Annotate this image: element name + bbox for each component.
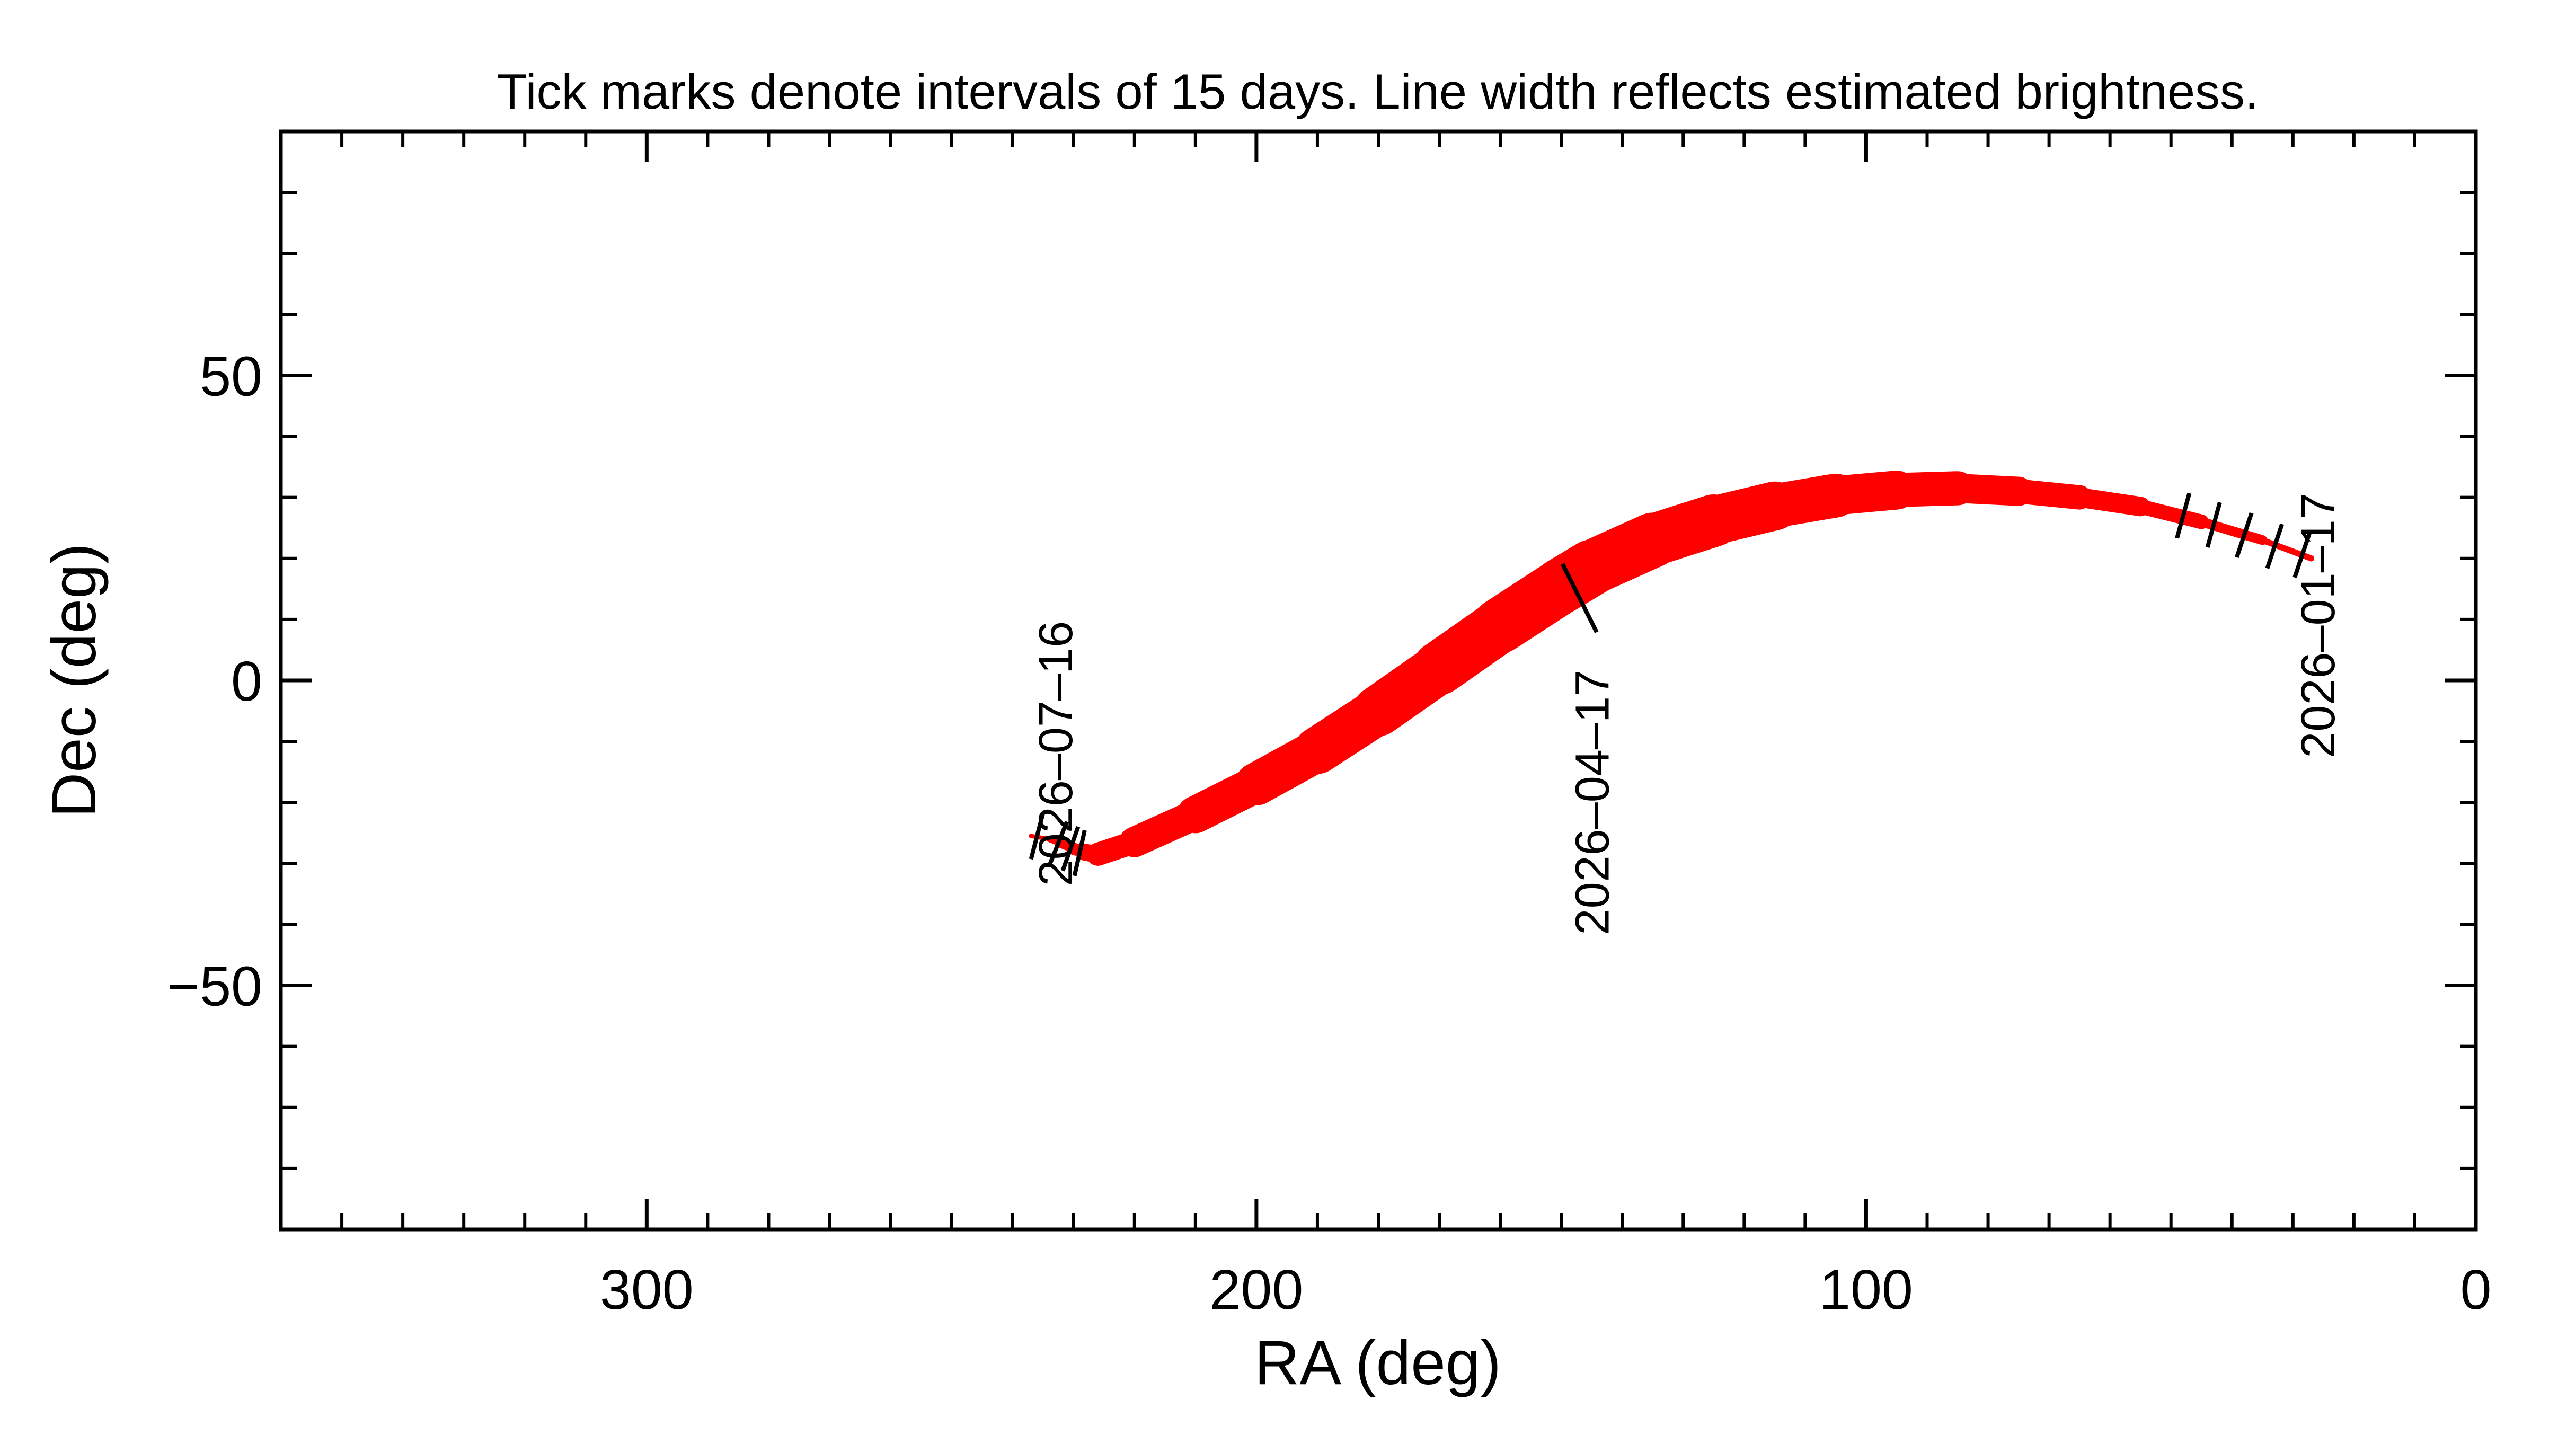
x-tick-label: 200 <box>1209 1259 1303 1321</box>
track-segment <box>2133 499 2209 529</box>
date-label: 2026–04–17 <box>1566 670 1619 935</box>
y-tick-label: 50 <box>200 345 262 408</box>
date-tick-mark <box>1047 821 1069 866</box>
chart-title: Tick marks denote intervals of 15 days. … <box>497 64 2259 119</box>
date-tick-mark <box>2292 533 2312 579</box>
date-label: 2026–01–17 <box>2292 493 2345 758</box>
y-tick-label: 0 <box>231 650 262 713</box>
date-tick-mark <box>2175 492 2192 539</box>
date-tick-mark <box>1029 813 1045 860</box>
date-tick-mark <box>1072 829 1087 876</box>
x-tick-label: 300 <box>600 1259 694 1321</box>
y-tick-label: −50 <box>167 955 262 1018</box>
x-tick-label: 100 <box>1819 1259 1913 1321</box>
track-segment <box>1029 834 1051 841</box>
y-axis: 50 0 −50 <box>167 130 2476 1231</box>
date-tick-mark <box>2205 501 2222 548</box>
date-label: 2026–07–16 <box>1030 621 1083 887</box>
x-axis-label: RA (deg) <box>1254 1328 1501 1398</box>
plot-area: 2026–01–17 2026–04–17 2026–07–16 <box>1029 471 2345 935</box>
date-tick-mark <box>2235 512 2254 559</box>
x-axis: 300 200 100 0 <box>279 131 2492 1321</box>
date-tick-mark <box>2265 523 2285 569</box>
y-axis-label: Dec (deg) <box>39 543 109 818</box>
x-tick-label: 0 <box>2460 1259 2492 1321</box>
date-tick-mark <box>1060 826 1081 872</box>
date-tick-mark <box>1560 563 1599 633</box>
